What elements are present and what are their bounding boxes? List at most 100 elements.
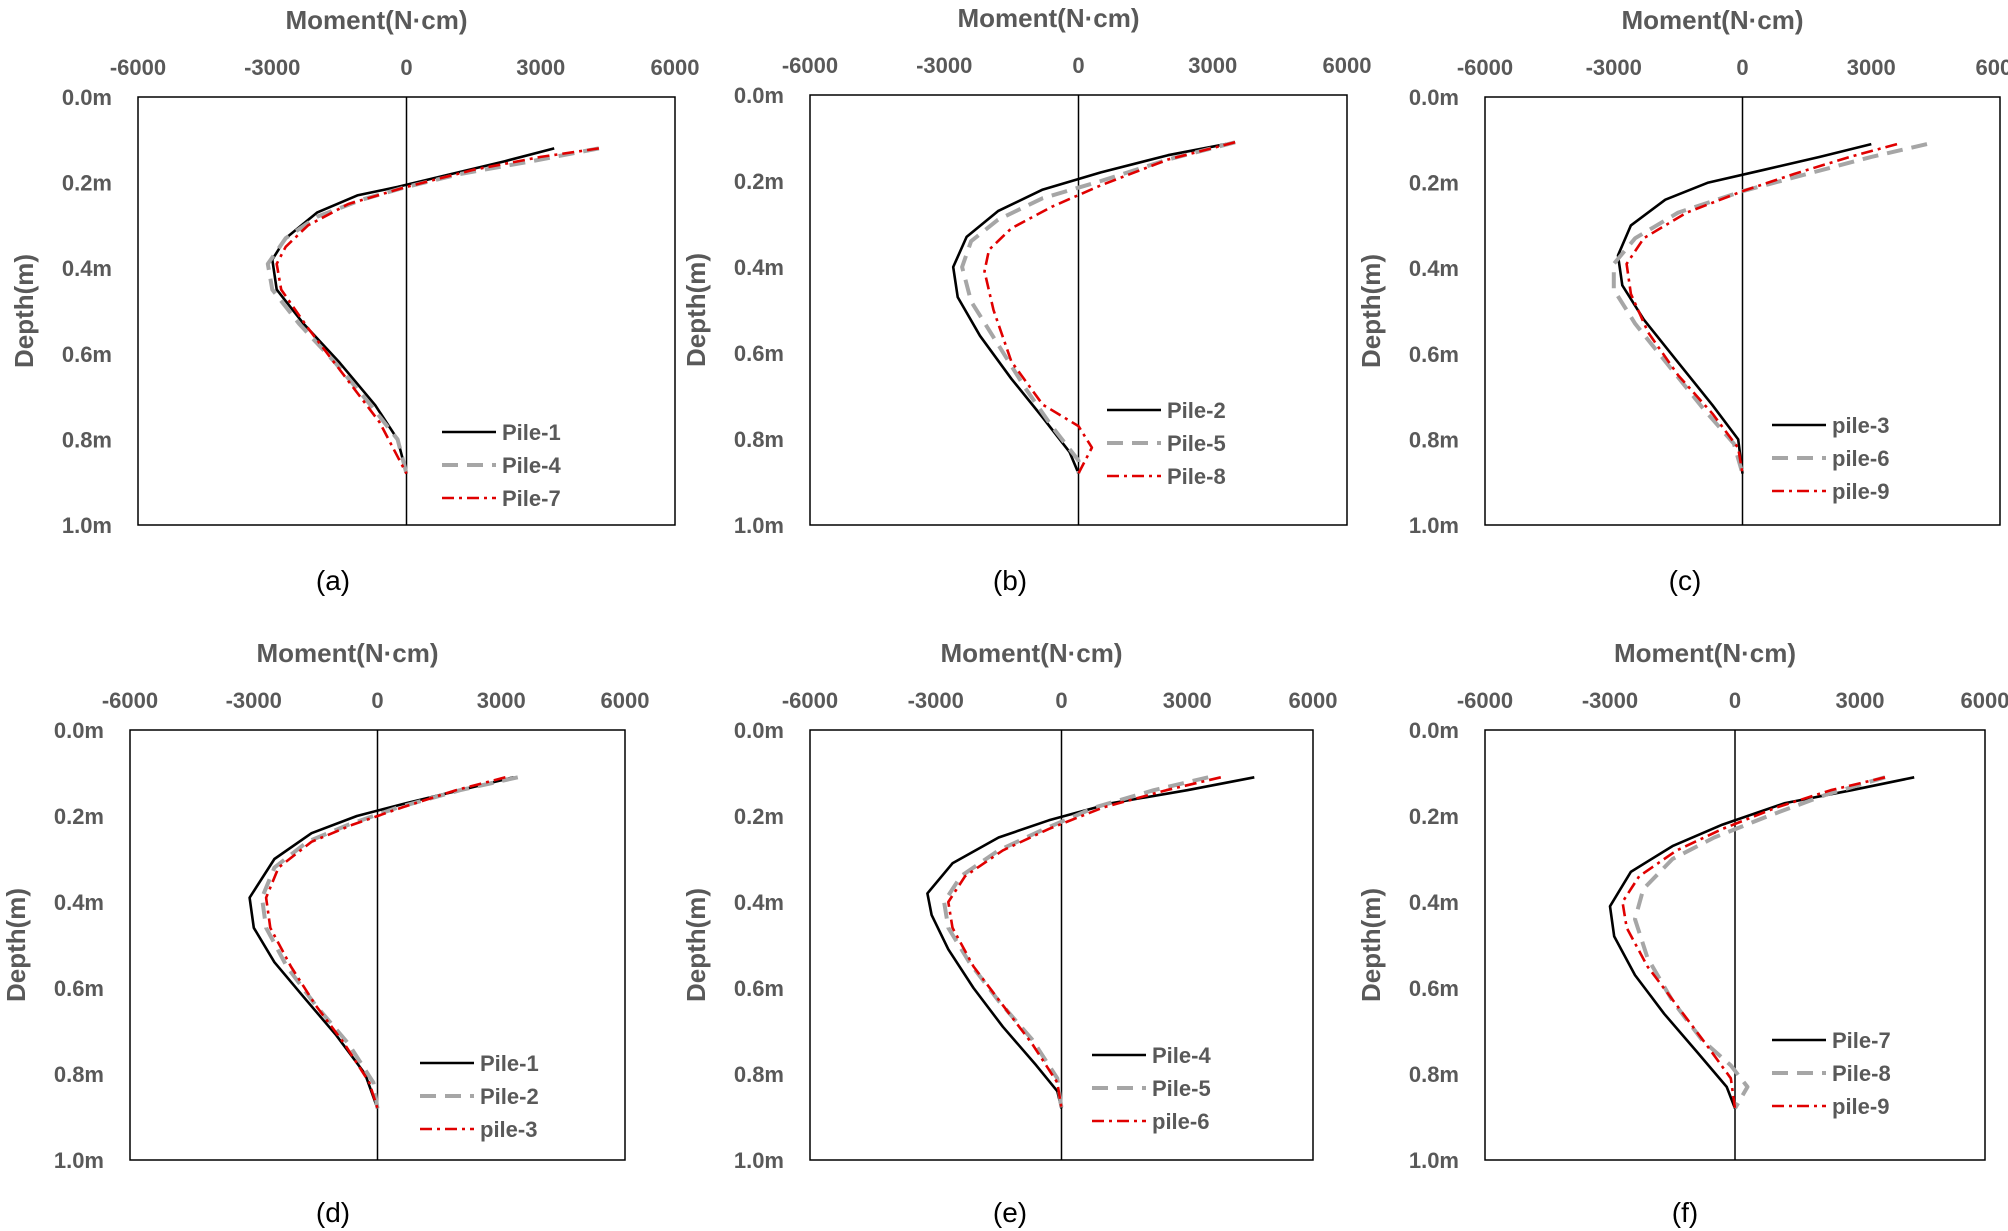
- x-tick-label: -6000: [1457, 688, 1513, 713]
- y-tick-label: 0.8m: [1409, 1062, 1459, 1087]
- y-tick-label: 0.2m: [734, 804, 784, 829]
- x-axis-title: Moment(N·cm): [1614, 638, 1796, 668]
- legend-label: pile-3: [480, 1117, 537, 1142]
- y-axis-title: Depth(m): [1356, 888, 1386, 1002]
- y-tick-label: 0.6m: [734, 976, 784, 1001]
- series-line-pile-7: [1608, 776, 1915, 1109]
- y-tick-label: 0.0m: [734, 83, 784, 108]
- x-tick-label: 0: [1055, 688, 1067, 713]
- legend-label: pile-6: [1832, 446, 1889, 471]
- y-tick-label: 0.2m: [62, 171, 112, 196]
- legend-label: Pile-1: [480, 1051, 539, 1076]
- x-tick-label: -6000: [110, 55, 166, 80]
- panel-label: (c): [1669, 565, 1702, 596]
- legend: Pile-4 Pile-5 pile-6: [1092, 1043, 1211, 1134]
- series-line-pile-1: [270, 147, 555, 474]
- chart-panel-b: -6000 -3000 0 3000 6000 0.0m 0.2m 0.4m 0.6m 0.8m 1…: [681, 3, 1371, 596]
- series-line-pile-5: [942, 775, 1209, 1109]
- y-tick-label: 0.6m: [62, 342, 112, 367]
- x-tick-label: -3000: [244, 55, 300, 80]
- x-tick-label: -3000: [226, 688, 282, 713]
- series-line-pile-5: [960, 140, 1236, 474]
- y-tick-label: 0.8m: [734, 1062, 784, 1087]
- x-tick-label: 3000: [516, 55, 565, 80]
- legend: Pile-2 Pile-5 Pile-8: [1107, 398, 1226, 489]
- legend-label: Pile-5: [1152, 1076, 1211, 1101]
- x-tick-label: -3000: [908, 688, 964, 713]
- series-line-pile-3: [264, 776, 506, 1109]
- x-tick-label: -3000: [1586, 55, 1642, 80]
- legend-label: pile-6: [1152, 1109, 1209, 1134]
- x-tick-label: 6000: [601, 688, 650, 713]
- x-tick-label: 3000: [477, 688, 526, 713]
- panel-label: (e): [993, 1197, 1027, 1228]
- y-tick-label: 1.0m: [1409, 1148, 1459, 1173]
- x-tick-label: 3000: [1188, 53, 1237, 78]
- x-tick-label: 6000: [1976, 55, 2008, 80]
- legend-label: Pile-2: [480, 1084, 539, 1109]
- x-tick-label: -3000: [1582, 688, 1638, 713]
- legend-label: Pile-2: [1167, 398, 1226, 423]
- x-tick-label: 0: [1729, 688, 1741, 713]
- legend-label: pile-9: [1832, 479, 1889, 504]
- legend-label: pile-3: [1832, 413, 1889, 438]
- y-tick-label: 0.8m: [734, 427, 784, 452]
- y-tick-label: 1.0m: [734, 513, 784, 538]
- x-tick-label: 6000: [1323, 53, 1372, 78]
- y-tick-label: 0.8m: [1409, 427, 1459, 452]
- series-line-pile-7: [275, 147, 600, 475]
- y-tick-label: 0.4m: [1409, 890, 1459, 915]
- y-tick-label: 0.2m: [734, 169, 784, 194]
- y-tick-label: 0.0m: [54, 718, 104, 743]
- x-tick-label: 0: [400, 55, 412, 80]
- legend-label: pile-9: [1832, 1094, 1889, 1119]
- panel-label: (a): [316, 565, 350, 596]
- x-axis-title: Moment(N·cm): [941, 638, 1123, 668]
- panel-label: (d): [316, 1197, 350, 1228]
- x-axis-title: Moment(N·cm): [286, 5, 468, 35]
- series-line-pile-6: [946, 776, 1222, 1109]
- legend-label: Pile-5: [1167, 431, 1226, 456]
- x-axis-title: Moment(N·cm): [257, 638, 439, 668]
- x-tick-label: 6000: [651, 55, 700, 80]
- series-line-pile-8: [983, 141, 1236, 474]
- y-tick-label: 1.0m: [62, 513, 112, 538]
- legend: Pile-1 Pile-4 Pile-7: [442, 420, 561, 511]
- y-tick-label: 1.0m: [1409, 513, 1459, 538]
- chart-panel-a: -6000 -3000 0 3000 6000 0.0m 0.2m 0.4m 0.6m 0.8m 1…: [9, 5, 699, 596]
- y-tick-label: 0.2m: [1409, 804, 1459, 829]
- x-tick-label: 3000: [1847, 55, 1896, 80]
- y-tick-label: 0.6m: [1409, 342, 1459, 367]
- y-tick-label: 0.6m: [1409, 976, 1459, 1001]
- y-tick-label: 0.4m: [62, 256, 112, 281]
- y-axis-title: Depth(m): [681, 888, 711, 1002]
- legend-label: Pile-4: [1152, 1043, 1211, 1068]
- x-tick-label: -6000: [782, 53, 838, 78]
- y-axis-title: Depth(m): [1356, 254, 1386, 368]
- panel-label: (b): [993, 565, 1027, 596]
- series-line-pile-2: [951, 141, 1236, 474]
- chart-panel-c: -6000 -3000 0 3000 6000 0.0m 0.2m 0.4m 0.6m 0.8m 1…: [1356, 5, 2008, 596]
- y-tick-label: 0.8m: [54, 1062, 104, 1087]
- series-line-pile-9: [1621, 776, 1886, 1109]
- y-tick-label: 0.0m: [734, 718, 784, 743]
- x-tick-label: 3000: [1836, 688, 1885, 713]
- x-tick-label: -6000: [782, 688, 838, 713]
- series-line-pile-9: [1625, 142, 1898, 474]
- y-tick-label: 0.2m: [54, 804, 104, 829]
- y-tick-label: 0.8m: [62, 427, 112, 452]
- series-line-pile-3: [1616, 142, 1872, 474]
- x-tick-label: -6000: [1457, 55, 1513, 80]
- legend-label: Pile-8: [1167, 464, 1226, 489]
- legend: pile-3 pile-6 pile-9: [1772, 413, 1889, 504]
- chart-panel-f: -6000 -3000 0 3000 6000 0.0m 0.2m 0.4m 0.6m 0.8m 1…: [1356, 638, 2008, 1228]
- y-tick-label: 0.0m: [62, 85, 112, 110]
- y-tick-label: 0.0m: [1409, 85, 1459, 110]
- y-axis-title: Depth(m): [9, 254, 39, 368]
- legend: Pile-1 Pile-2 pile-3: [420, 1051, 539, 1142]
- y-axis-title: Depth(m): [681, 253, 711, 367]
- y-tick-label: 0.4m: [1409, 256, 1459, 281]
- y-tick-label: 0.2m: [1409, 171, 1459, 196]
- legend-label: Pile-7: [1832, 1028, 1891, 1053]
